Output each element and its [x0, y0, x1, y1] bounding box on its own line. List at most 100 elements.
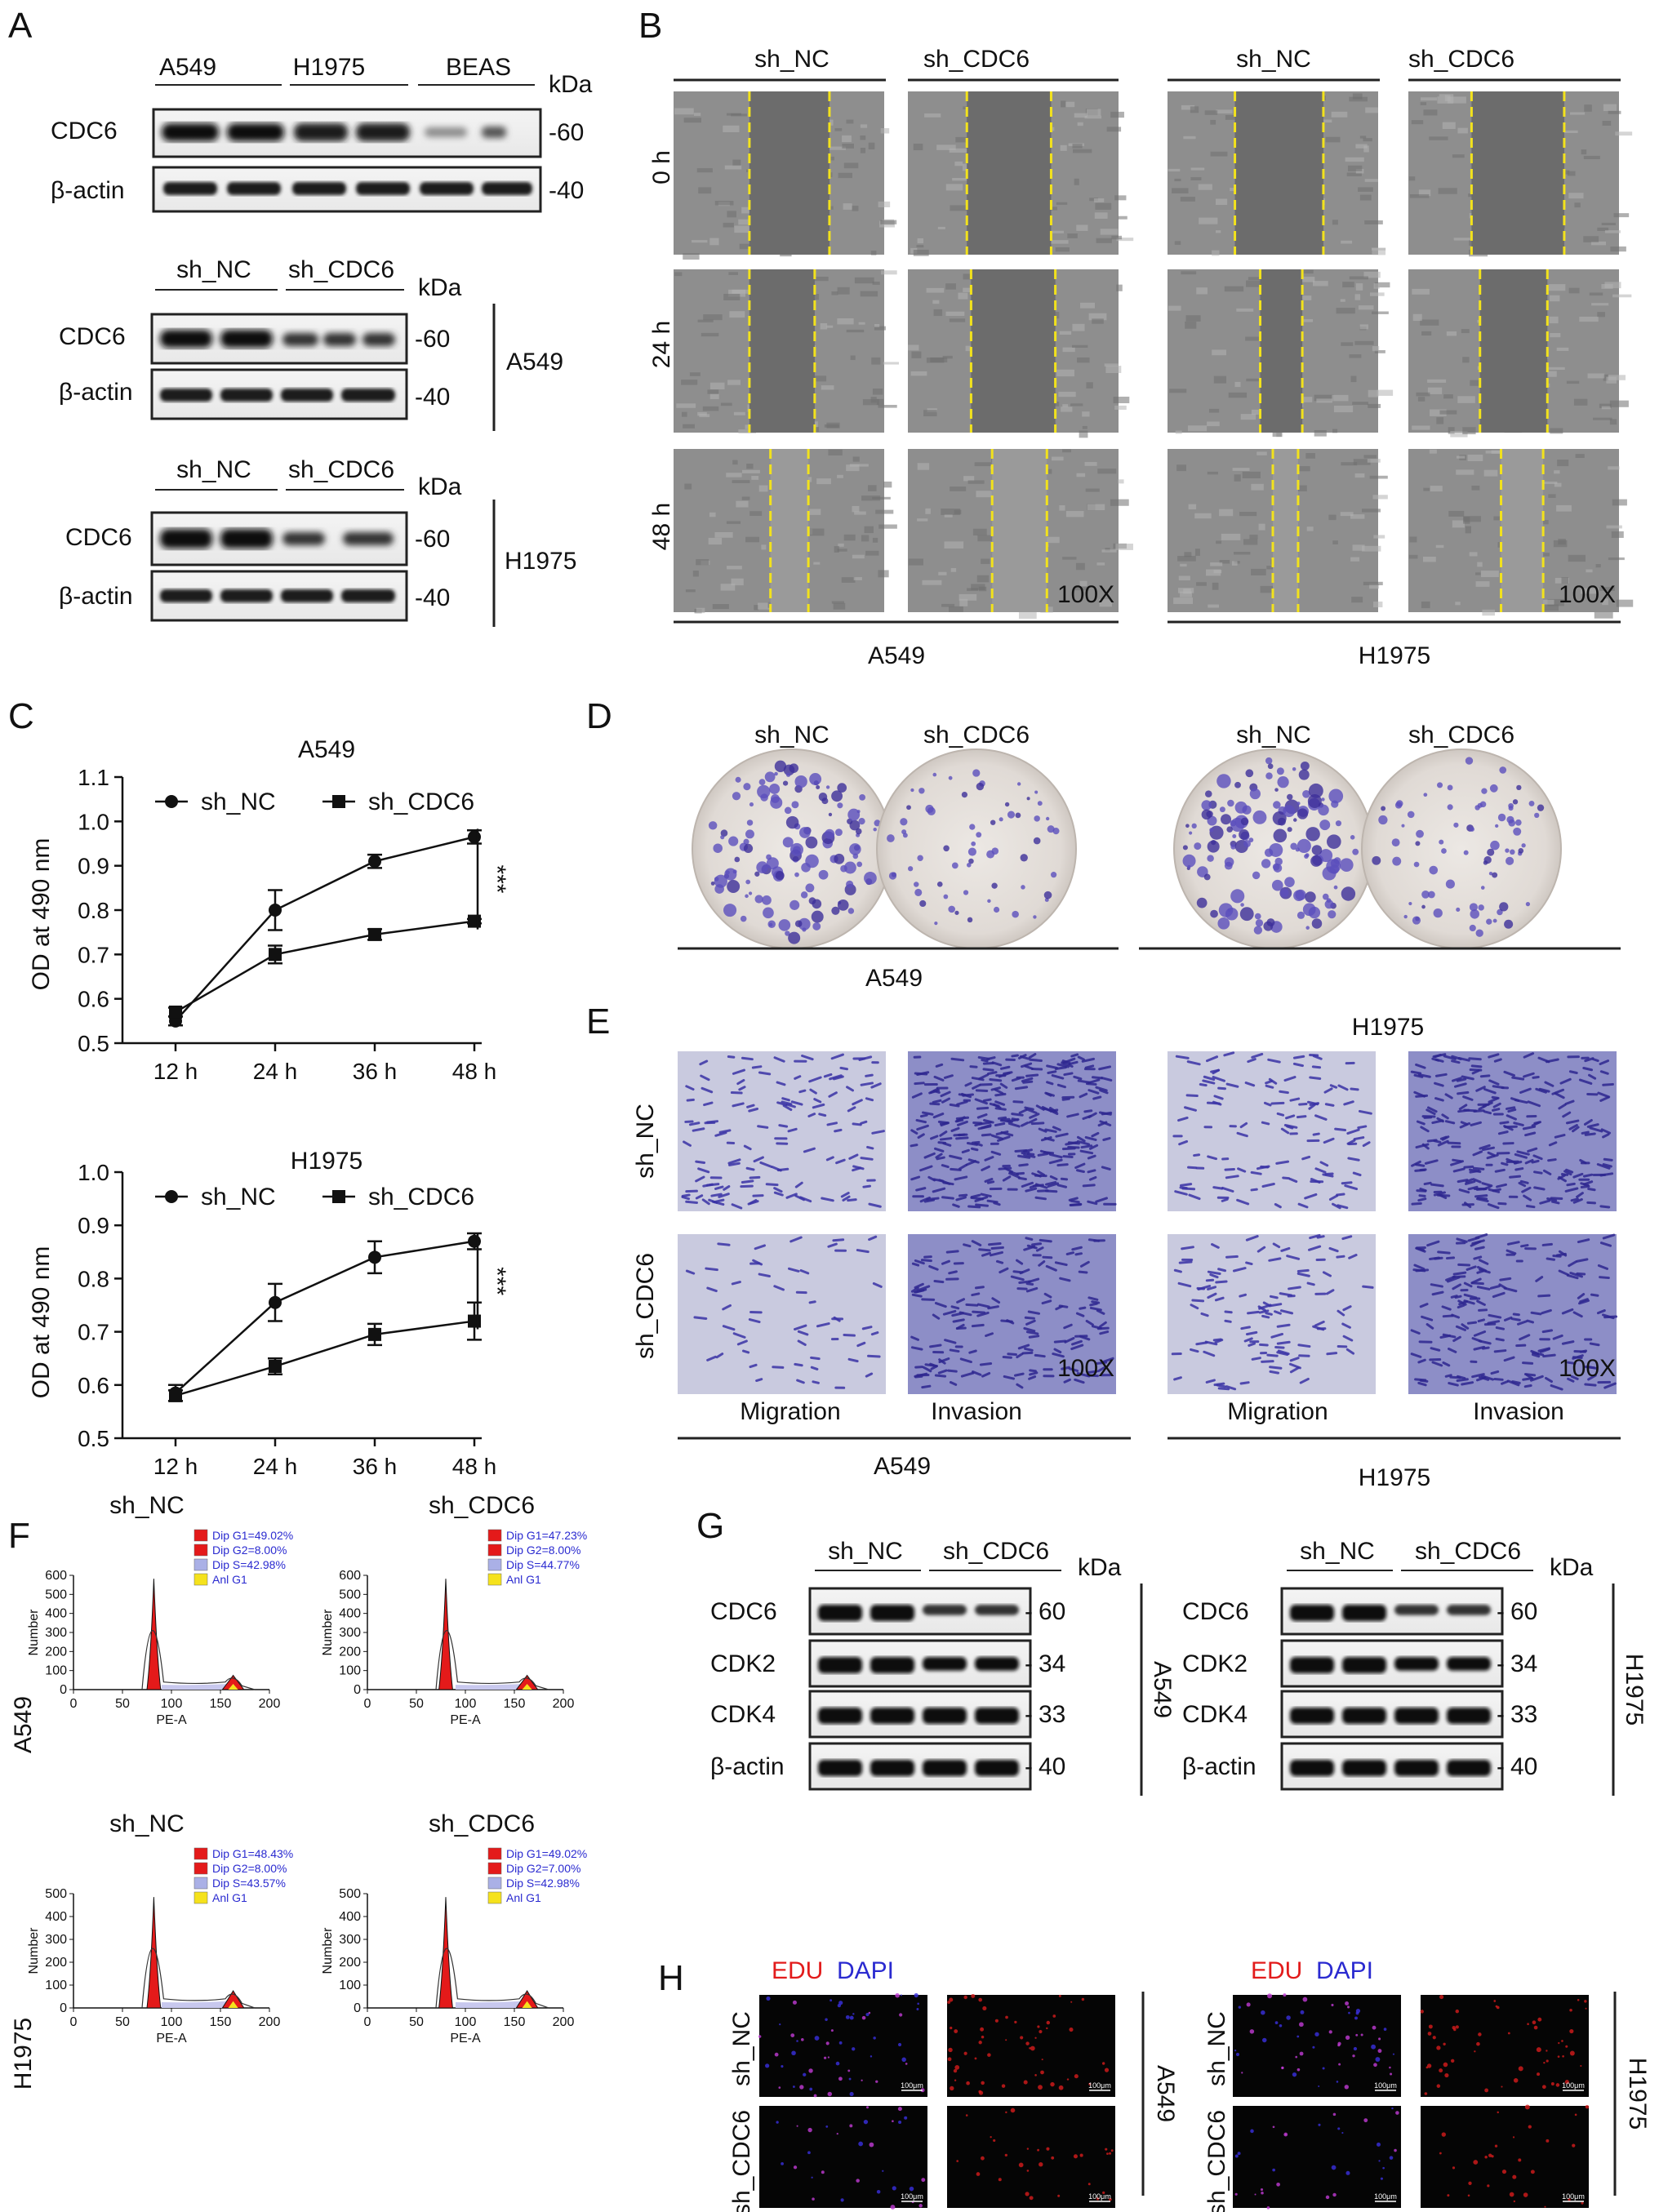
data-point: [269, 1359, 282, 1373]
y-tick-label: 500: [45, 1887, 67, 1901]
legend-label: sh_CDC6: [368, 1184, 474, 1210]
colony-dish: [1361, 748, 1562, 949]
x-axis-label: PE-A: [450, 2032, 481, 2045]
data-point: [468, 1234, 481, 1248]
y-tick-label: 1.0: [78, 1160, 109, 1185]
panel-g-letter: G: [696, 1506, 724, 1546]
kda-marker: -60: [549, 119, 584, 146]
scale-bar-label: 100μm: [1562, 2192, 1585, 2201]
legend-label: Dip G1=48.43%: [212, 1847, 293, 1860]
column-label: sh_CDC6: [923, 722, 1030, 748]
y-tick-label: 200: [45, 1956, 67, 1970]
kda-dash: -: [1025, 1598, 1033, 1625]
group-label: sh_CDC6: [1415, 1538, 1521, 1565]
legend-item: sh_CDC6: [322, 1184, 474, 1210]
edu-image: 100μm: [1420, 1995, 1589, 2097]
scratch-image: [1408, 449, 1634, 619]
y-tick-label: 0.5: [78, 1426, 109, 1451]
y-tick-label: 300: [339, 1933, 361, 1947]
x-tick-label: 0: [364, 1697, 371, 1711]
y-tick-label: 0: [60, 2001, 67, 2015]
group-label: H1975: [293, 54, 365, 81]
scale-bar-label: 100μm: [901, 2081, 923, 2090]
x-tick-label: 36 h: [353, 1454, 398, 1479]
x-tick-label: 100: [161, 2015, 183, 2029]
kda-marker: 33: [1510, 1701, 1537, 1728]
edu-image: 100μm: [1233, 2106, 1401, 2210]
panel-c: C A549 OD at 490 nm 0.5 0.6 0.7 0.8 0.9 1.0 1.…: [8, 696, 510, 1479]
group-label: sh_NC: [176, 456, 251, 483]
y-tick-label: 0.9: [78, 854, 109, 879]
row-label: sh_CDC6: [728, 2110, 755, 2212]
x-tick-label: 200: [553, 1697, 575, 1711]
column-label: Invasion: [931, 1398, 1022, 1425]
kda-unit: kDa: [418, 274, 462, 301]
plot-title: sh_NC: [109, 1810, 185, 1837]
plot-title: sh_CDC6: [429, 1810, 535, 1837]
y-tick-label: 0.9: [78, 1213, 109, 1238]
y-tick-label: 200: [339, 1956, 361, 1970]
stain-label-edu: EDU: [1251, 1957, 1302, 1984]
column-label: Migration: [1227, 1398, 1328, 1425]
kda-dash: -: [1025, 1701, 1033, 1728]
column-label: Invasion: [1473, 1398, 1564, 1425]
kda-marker: 34: [1510, 1650, 1537, 1677]
panel-e: E sh_NC sh_CDC6 100X 100X Migration Inva…: [586, 1002, 1621, 1491]
kda-unit: kDa: [549, 71, 593, 98]
y-tick-label: 200: [339, 1645, 361, 1659]
transwell-image: [1408, 1051, 1617, 1211]
colony-dish: [1173, 748, 1374, 949]
y-tick-label: 100: [45, 1979, 67, 1992]
data-point: [368, 927, 381, 941]
series-line-sh_NC: [175, 836, 475, 1022]
scratch-image: [1168, 91, 1386, 256]
y-tick-label: 0.8: [78, 898, 109, 923]
series-line-sh_CDC6: [175, 1320, 475, 1397]
row-label: CDK4: [710, 1701, 776, 1728]
legend-label: Anl G1: [212, 1573, 247, 1586]
cell-line-label: A549: [1149, 1661, 1176, 1718]
blot-a3: sh_NC sh_CDC6 kDa CDC6 -60 β-actin: [59, 456, 576, 627]
stain-label-dapi: DAPI: [1316, 1957, 1373, 1984]
flow-histogram: sh_CDC6 0 100 200 300 400 500 600 0 50 100 150 200 PE…: [321, 1492, 587, 1727]
row-label: CDK2: [710, 1650, 776, 1677]
column-label: sh_CDC6: [1408, 46, 1514, 73]
scale-bar-label: 100μm: [1374, 2081, 1397, 2090]
column-label: sh_NC: [1236, 46, 1311, 73]
scale-bar-label: 100μm: [901, 2192, 923, 2201]
legend-label: Dip G1=47.23%: [506, 1529, 587, 1542]
legend-label: Dip G2=8.00%: [212, 1862, 287, 1875]
y-tick-label: 400: [339, 1607, 361, 1621]
y-tick-label: 0.5: [78, 1031, 109, 1056]
scratch-image: [908, 91, 1134, 256]
x-tick-label: 50: [115, 2015, 130, 2029]
scale-bar-label: 100μm: [1088, 2192, 1111, 2201]
x-tick-label: 0: [364, 2015, 371, 2029]
cell-line-label: A549: [10, 1696, 37, 1753]
magnification-label: 100X: [1559, 1355, 1616, 1382]
group-label: A549: [159, 54, 216, 81]
legend-label: Dip G2=8.00%: [212, 1544, 287, 1557]
y-tick-label: 0.7: [78, 1320, 109, 1345]
y-tick-label: 100: [339, 1664, 361, 1678]
row-label: β-actin: [59, 583, 133, 610]
group-label: sh_CDC6: [288, 456, 394, 483]
column-label: sh_CDC6: [923, 46, 1030, 73]
kda-marker: 40: [1039, 1753, 1065, 1780]
legend-item: sh_NC: [155, 1184, 276, 1210]
flow-histogram: sh_NC 0 100 200 300 400 500 600 0 50 100 150 200 PE-A…: [27, 1492, 293, 1727]
row-label: sh_CDC6: [1203, 2110, 1230, 2212]
legend-label: Anl G1: [212, 1891, 247, 1904]
x-tick-label: 0: [70, 2015, 78, 2029]
scratch-image: [908, 269, 1130, 438]
growth-chart-a549: A549 OD at 490 nm 0.5 0.6 0.7 0.8 0.9 1.0 1.1 1…: [28, 736, 510, 1084]
plot-title: sh_NC: [109, 1492, 185, 1519]
transwell-image: [1408, 1233, 1618, 1394]
data-point: [368, 1327, 381, 1341]
scale-bar-label: 100μm: [1374, 2192, 1397, 2201]
row-label: CDK4: [1182, 1701, 1248, 1728]
time-label: 0 h: [648, 150, 675, 184]
